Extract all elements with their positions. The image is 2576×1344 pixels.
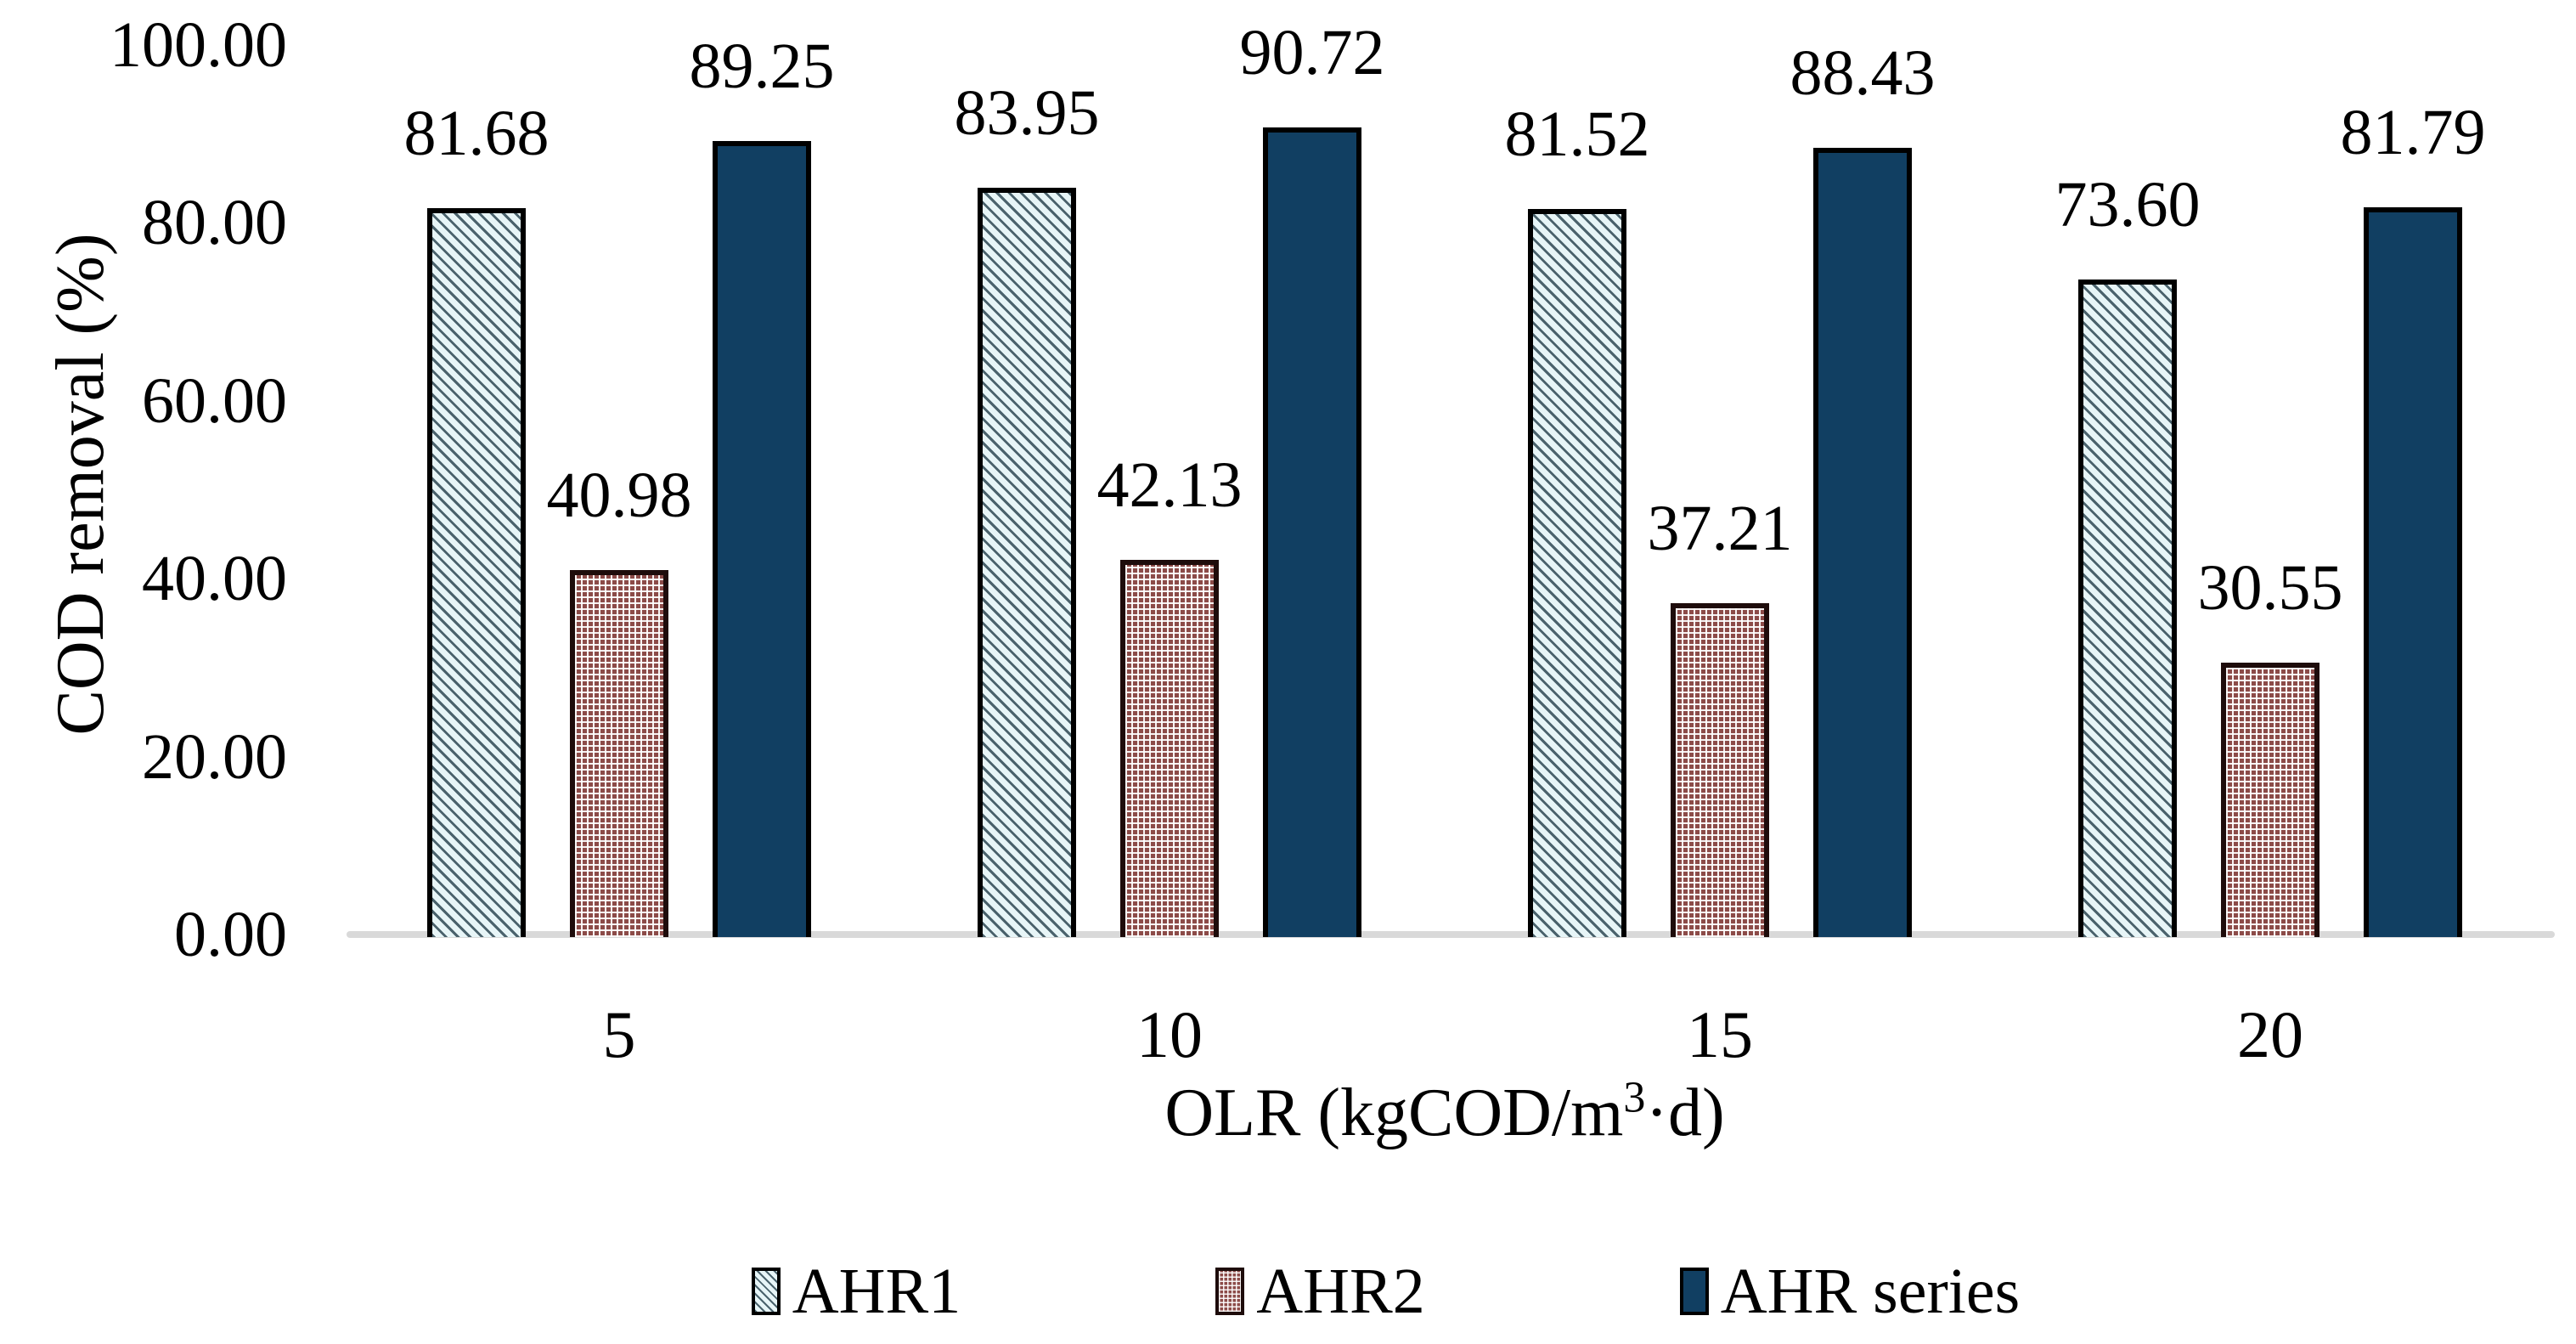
- data-label-ahr-series-olr-15: 88.43: [1790, 37, 1936, 109]
- bar-ahr2-olr-20: [2221, 663, 2320, 937]
- bar-ahr1-olr-15: [1528, 209, 1626, 937]
- bar-ahr1-olr-20: [2078, 280, 2177, 937]
- legend-swatch-ahr1-icon: [751, 1268, 781, 1315]
- data-label-ahr2-olr-20: 30.55: [2197, 552, 2343, 624]
- legend-item-ahr1: AHR1: [751, 1256, 961, 1327]
- legend: AHR1 AHR2 AHR series: [98, 1257, 2576, 1325]
- bar-ahr-series-olr-20: [2364, 207, 2462, 937]
- data-label-ahr1-olr-20: 73.60: [2055, 169, 2201, 240]
- bar-ahr1-olr-5: [427, 208, 526, 937]
- legend-item-ahr2: AHR2: [1215, 1256, 1425, 1327]
- legend-swatch-ahr2-icon: [1215, 1268, 1245, 1315]
- x-axis-title-prefix: OLR (kgCOD/m: [1164, 1076, 1624, 1150]
- bar-ahr2-olr-10: [1120, 560, 1219, 937]
- x-tick-label-5: 5: [602, 997, 636, 1071]
- bar-ahr1-olr-10: [978, 188, 1076, 937]
- y-tick-label: 100.00: [110, 9, 287, 81]
- x-axis-title: OLR (kgCOD/m3·d): [344, 1069, 2545, 1158]
- bar-ahr2-olr-15: [1671, 603, 1769, 937]
- data-label-ahr2-olr-10: 42.13: [1096, 449, 1243, 521]
- data-label-ahr-series-olr-5: 89.25: [689, 31, 835, 102]
- x-tick-label-15: 15: [1687, 997, 1753, 1071]
- x-tick-label-20: 20: [2237, 997, 2303, 1071]
- data-label-ahr-series-olr-20: 81.79: [2340, 97, 2486, 168]
- legend-label-ahr2: AHR2: [1256, 1256, 1425, 1327]
- legend-item-ahr-series: AHR series: [1679, 1256, 2021, 1327]
- data-label-ahr1-olr-5: 81.68: [403, 98, 550, 169]
- data-label-ahr1-olr-10: 83.95: [954, 77, 1100, 149]
- data-label-ahr-series-olr-10: 90.72: [1239, 17, 1385, 88]
- y-tick-label: 20.00: [142, 720, 287, 793]
- legend-swatch-ahr-series-icon: [1679, 1268, 1709, 1315]
- x-tick-label-10: 10: [1136, 997, 1203, 1071]
- bar-ahr2-olr-5: [570, 570, 668, 937]
- y-tick-label: 40.00: [142, 543, 287, 615]
- x-axis-title-suffix: ·d): [1645, 1076, 1725, 1150]
- y-tick-label: 60.00: [142, 364, 287, 437]
- bar-ahr-series-olr-10: [1263, 127, 1361, 937]
- bar-ahr-series-olr-15: [1813, 148, 1912, 937]
- bar-ahr-series-olr-5: [713, 141, 811, 937]
- data-label-ahr1-olr-15: 81.52: [1504, 99, 1650, 170]
- data-label-ahr2-olr-5: 40.98: [546, 460, 692, 531]
- legend-label-ahr1: AHR1: [792, 1256, 961, 1327]
- x-axis-title-superscript: 3: [1623, 1073, 1646, 1122]
- data-label-ahr2-olr-15: 37.21: [1647, 493, 1793, 564]
- y-tick-label: 0.00: [174, 899, 287, 970]
- y-tick-label: 80.00: [142, 187, 287, 259]
- x-axis-line: [347, 931, 2555, 938]
- legend-label-ahr-series: AHR series: [1720, 1256, 2021, 1327]
